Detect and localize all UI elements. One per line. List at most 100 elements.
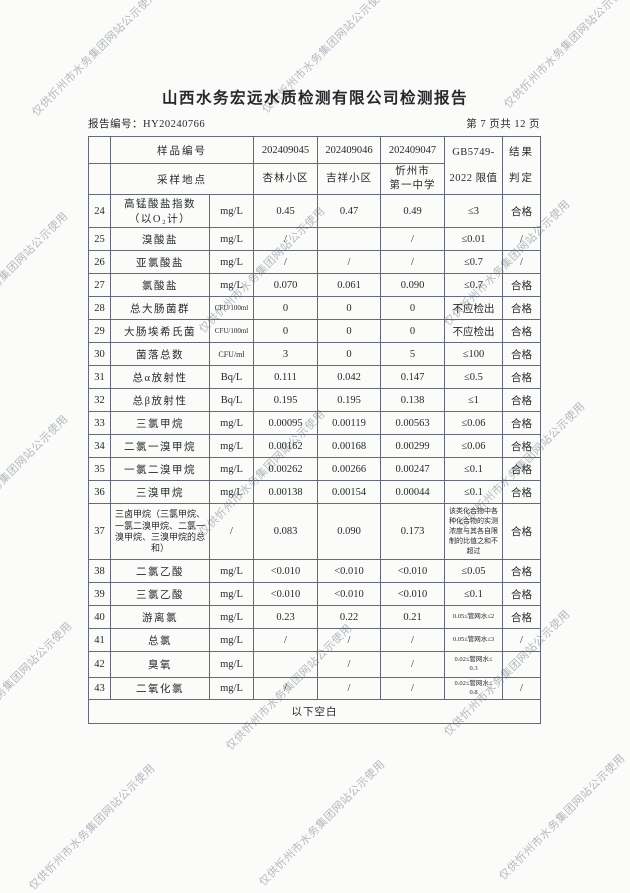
measured-value: 0.061 <box>317 273 381 298</box>
result-judgement: 合格 <box>502 434 541 459</box>
unit: / <box>209 503 254 561</box>
param-name: 总氯 <box>110 628 210 653</box>
table-row: 36 三溴甲烷 mg/L 0.00138 0.00154 0.00044 ≤0.1 合格 <box>88 480 541 505</box>
measured-value: 0.00247 <box>380 457 445 482</box>
table-row: 26 亚氯酸盐 mg/L / / / ≤0.7/ <box>88 250 541 275</box>
table-row: 41 总氯 mg/L / //0.05≤管网水≤3/ <box>88 628 541 653</box>
header-location-label: 采样地点 <box>110 162 254 196</box>
unit: mg/L <box>209 677 254 701</box>
param-name: 臭氧 <box>110 651 210 679</box>
row-no: 27 <box>88 273 111 298</box>
measured-value: / <box>380 651 445 679</box>
unit: mg/L <box>209 434 254 459</box>
measured-value: 0.47 <box>317 194 381 229</box>
header-result-judgement: 结果 判定 <box>502 135 541 196</box>
standard-limit-value: 0.02≤管网水≤ 0.3 <box>444 651 503 679</box>
measured-value: 0.23 <box>253 605 318 630</box>
table-row: 43 二氧化氯 mg/L / //0.02≤管网水≤ 0.8/ <box>88 677 541 701</box>
measured-value: 0.173 <box>380 503 445 561</box>
header-location: 吉祥小区 <box>317 162 381 196</box>
standard-limit-value: 0.05≤管网水≤3 <box>444 628 503 653</box>
table-row: 27 氯酸盐 mg/L 0.070 0.061 0.090 ≤0.7 合格 <box>88 273 541 298</box>
result-judgement: 合格 <box>502 582 541 607</box>
standard-limit-value: ≤0.5 <box>444 365 503 390</box>
measured-value: 0 <box>380 296 445 321</box>
header-sample-id: 202409046 <box>317 136 381 164</box>
result-judgement <box>502 651 541 679</box>
table-row: 25 溴酸盐 mg/L / / ≤0.01/ <box>88 227 541 252</box>
result-judgement: 合格 <box>502 319 541 344</box>
header-location: 忻州市 第一中学 <box>380 162 445 196</box>
param-name: 总大肠菌群 <box>110 296 210 321</box>
measured-value: 0.138 <box>380 388 445 413</box>
header-sample-id: 202409045 <box>253 136 318 164</box>
measured-value: 0.00154 <box>317 480 381 505</box>
param-name: 高锰酸盐指数 （以O₂计） <box>110 194 210 229</box>
standard-limit-value: 0.05≤管网水≤2 <box>444 605 503 630</box>
measured-value: 0.111 <box>253 365 318 390</box>
standard-limit-value: ≤0.1 <box>444 582 503 607</box>
unit: mg/L <box>209 628 254 653</box>
table-row: 40 游离氯 mg/L 0.23 0.22 0.21 0.05≤管网水≤2 合格 <box>88 605 541 630</box>
unit: mg/L <box>209 582 254 607</box>
param-name: 亚氯酸盐 <box>110 250 210 275</box>
watermark: 仅供忻州市水务集团网站公示使用 <box>497 752 628 883</box>
standard-limit-value: 0.02≤管网水≤ 0.8 <box>444 677 503 701</box>
table-row: 39 三氯乙酸 mg/L <0.010 <0.010 <0.010 ≤0.1 合格 <box>88 582 541 607</box>
unit: mg/L <box>209 411 254 436</box>
row-no: 26 <box>88 250 111 275</box>
measured-value: 0.090 <box>317 503 381 561</box>
standard-limit-value: 不应检出 <box>444 319 503 344</box>
report-title: 山西水务宏远水质检测有限公司检测报告 <box>161 90 468 107</box>
measured-value: 0.090 <box>380 273 445 298</box>
standard-limit-value: ≤0.1 <box>444 457 503 482</box>
result-judgement: 合格 <box>502 605 541 630</box>
table-row: 33 三氯甲烷 mg/L 0.00095 0.00119 0.00563 ≤0.06 合格 <box>88 411 541 436</box>
watermark: 仅供忻州市水务集团网站公示使用 <box>257 758 388 889</box>
row-no: 39 <box>88 582 111 607</box>
measured-value: 0 <box>253 296 318 321</box>
table-row: 29 大肠埃希氏菌 CFU/100ml 0 0 0 不应检出 合格 <box>88 319 541 344</box>
standard-limit-value: ≤1 <box>444 388 503 413</box>
measured-value <box>253 651 318 679</box>
row-no: 32 <box>88 388 111 413</box>
row-no: 37 <box>88 503 111 561</box>
table-row: 42 臭氧 mg/L //0.02≤管网水≤ 0.3 <box>88 651 541 679</box>
watermark: 仅供忻州市水务集团网站公示使用 <box>0 210 71 341</box>
unit: mg/L <box>209 273 254 298</box>
measured-value: / <box>380 677 445 701</box>
standard-limit-value: 不应检出 <box>444 296 503 321</box>
report-meta: 报告编号：HY20240766 第 7 页共 12 页 <box>88 116 540 131</box>
watermark: 仅供忻州市水务集团网站公示使用 <box>27 762 158 893</box>
measured-value <box>317 227 381 252</box>
param-name: 氯酸盐 <box>110 273 210 298</box>
measured-value: 0.00563 <box>380 411 445 436</box>
table-row: 34 二氯一溴甲烷 mg/L 0.00162 0.00168 0.00299 ≤0.06 合格 <box>88 434 541 459</box>
unit: mg/L <box>209 651 254 679</box>
measured-value: 3 <box>253 342 318 367</box>
measured-value: 0 <box>317 296 381 321</box>
row-no: 24 <box>88 194 111 229</box>
param-name: 大肠埃希氏菌 <box>110 319 210 344</box>
result-judgement: / <box>502 628 541 653</box>
param-name: 三溴甲烷 <box>110 480 210 505</box>
measured-value: 0.49 <box>380 194 445 229</box>
standard-limit-value: ≤3 <box>444 194 503 229</box>
result-judgement: 合格 <box>502 388 541 413</box>
measured-value: 0.00168 <box>317 434 381 459</box>
measured-value: 0.042 <box>317 365 381 390</box>
param-name: 三卤甲烷（三氯甲烷、一氯二溴甲烷、二氯一溴甲烷、三溴甲烷的总和） <box>110 503 210 561</box>
param-name: 一氯二溴甲烷 <box>110 457 210 482</box>
standard-limit-value: ≤0.7 <box>444 250 503 275</box>
unit: CFU/100ml <box>209 296 254 321</box>
result-judgement: 合格 <box>502 342 541 367</box>
measured-value: / <box>253 250 318 275</box>
measured-value: <0.010 <box>253 559 318 584</box>
table-footer-row: 以下空白 <box>88 699 541 725</box>
measured-value: / <box>253 628 318 653</box>
report-number: 报告编号：HY20240766 <box>88 119 206 130</box>
measured-value: 0.195 <box>317 388 381 413</box>
measured-value: 0.195 <box>253 388 318 413</box>
result-judgement: / <box>502 250 541 275</box>
header-empty-corner <box>88 136 111 164</box>
